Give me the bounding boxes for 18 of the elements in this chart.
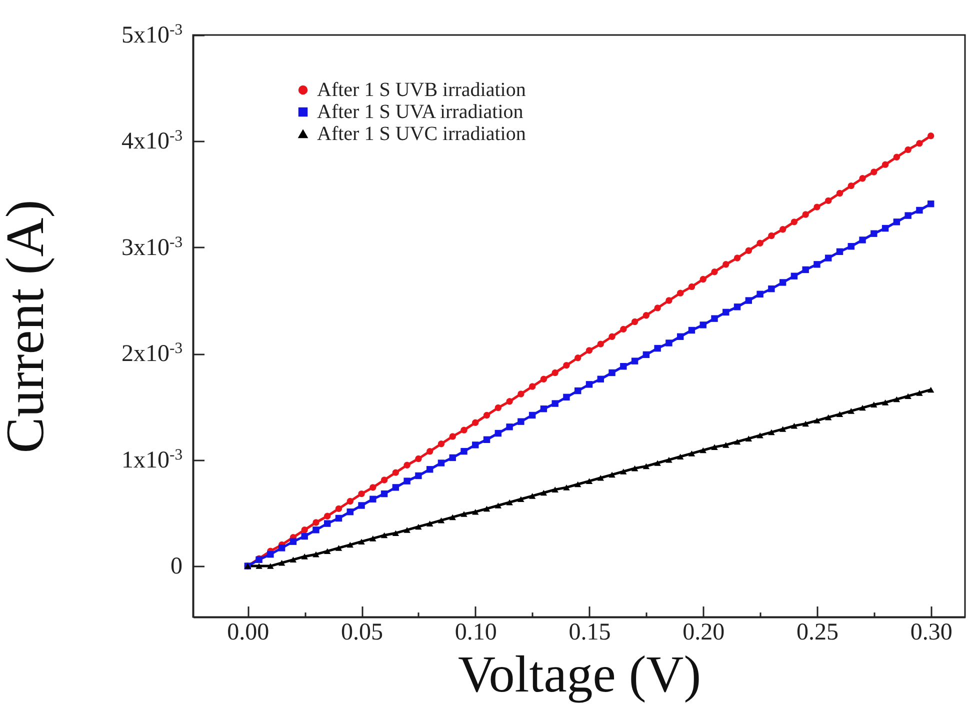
legend-label: After 1 S UVB irradiation	[317, 79, 526, 101]
x-tick-label: 0.00	[227, 620, 270, 646]
x-tick-label: 0.20	[682, 620, 725, 646]
legend-label: After 1 S UVA irradiation	[317, 101, 524, 123]
y-tick-label: 0	[170, 554, 182, 580]
y-tick-label: 3x10$^{-3}$	[122, 233, 183, 261]
y-tick-label: 2x10$^{-3}$	[122, 340, 183, 368]
y-tick-label: 5x10$^{-3}$	[122, 21, 183, 48]
y-tick-label: 4x10$^{-3}$	[122, 127, 183, 155]
y-tick-label: 1x10$^{-3}$	[122, 446, 183, 474]
legend-label: After 1 S UVC irradiation	[317, 123, 526, 145]
x-tick-label: 0.25	[796, 620, 838, 646]
x-tick-label: 0.30	[910, 620, 952, 646]
x-tick-label: 0.10	[454, 620, 497, 646]
y-axis-title: Current (A)	[0, 200, 56, 454]
x-axis-title: Voltage (V)	[458, 646, 702, 704]
x-tick-label: 0.15	[568, 620, 611, 646]
x-tick-label: 0.05	[341, 620, 384, 646]
